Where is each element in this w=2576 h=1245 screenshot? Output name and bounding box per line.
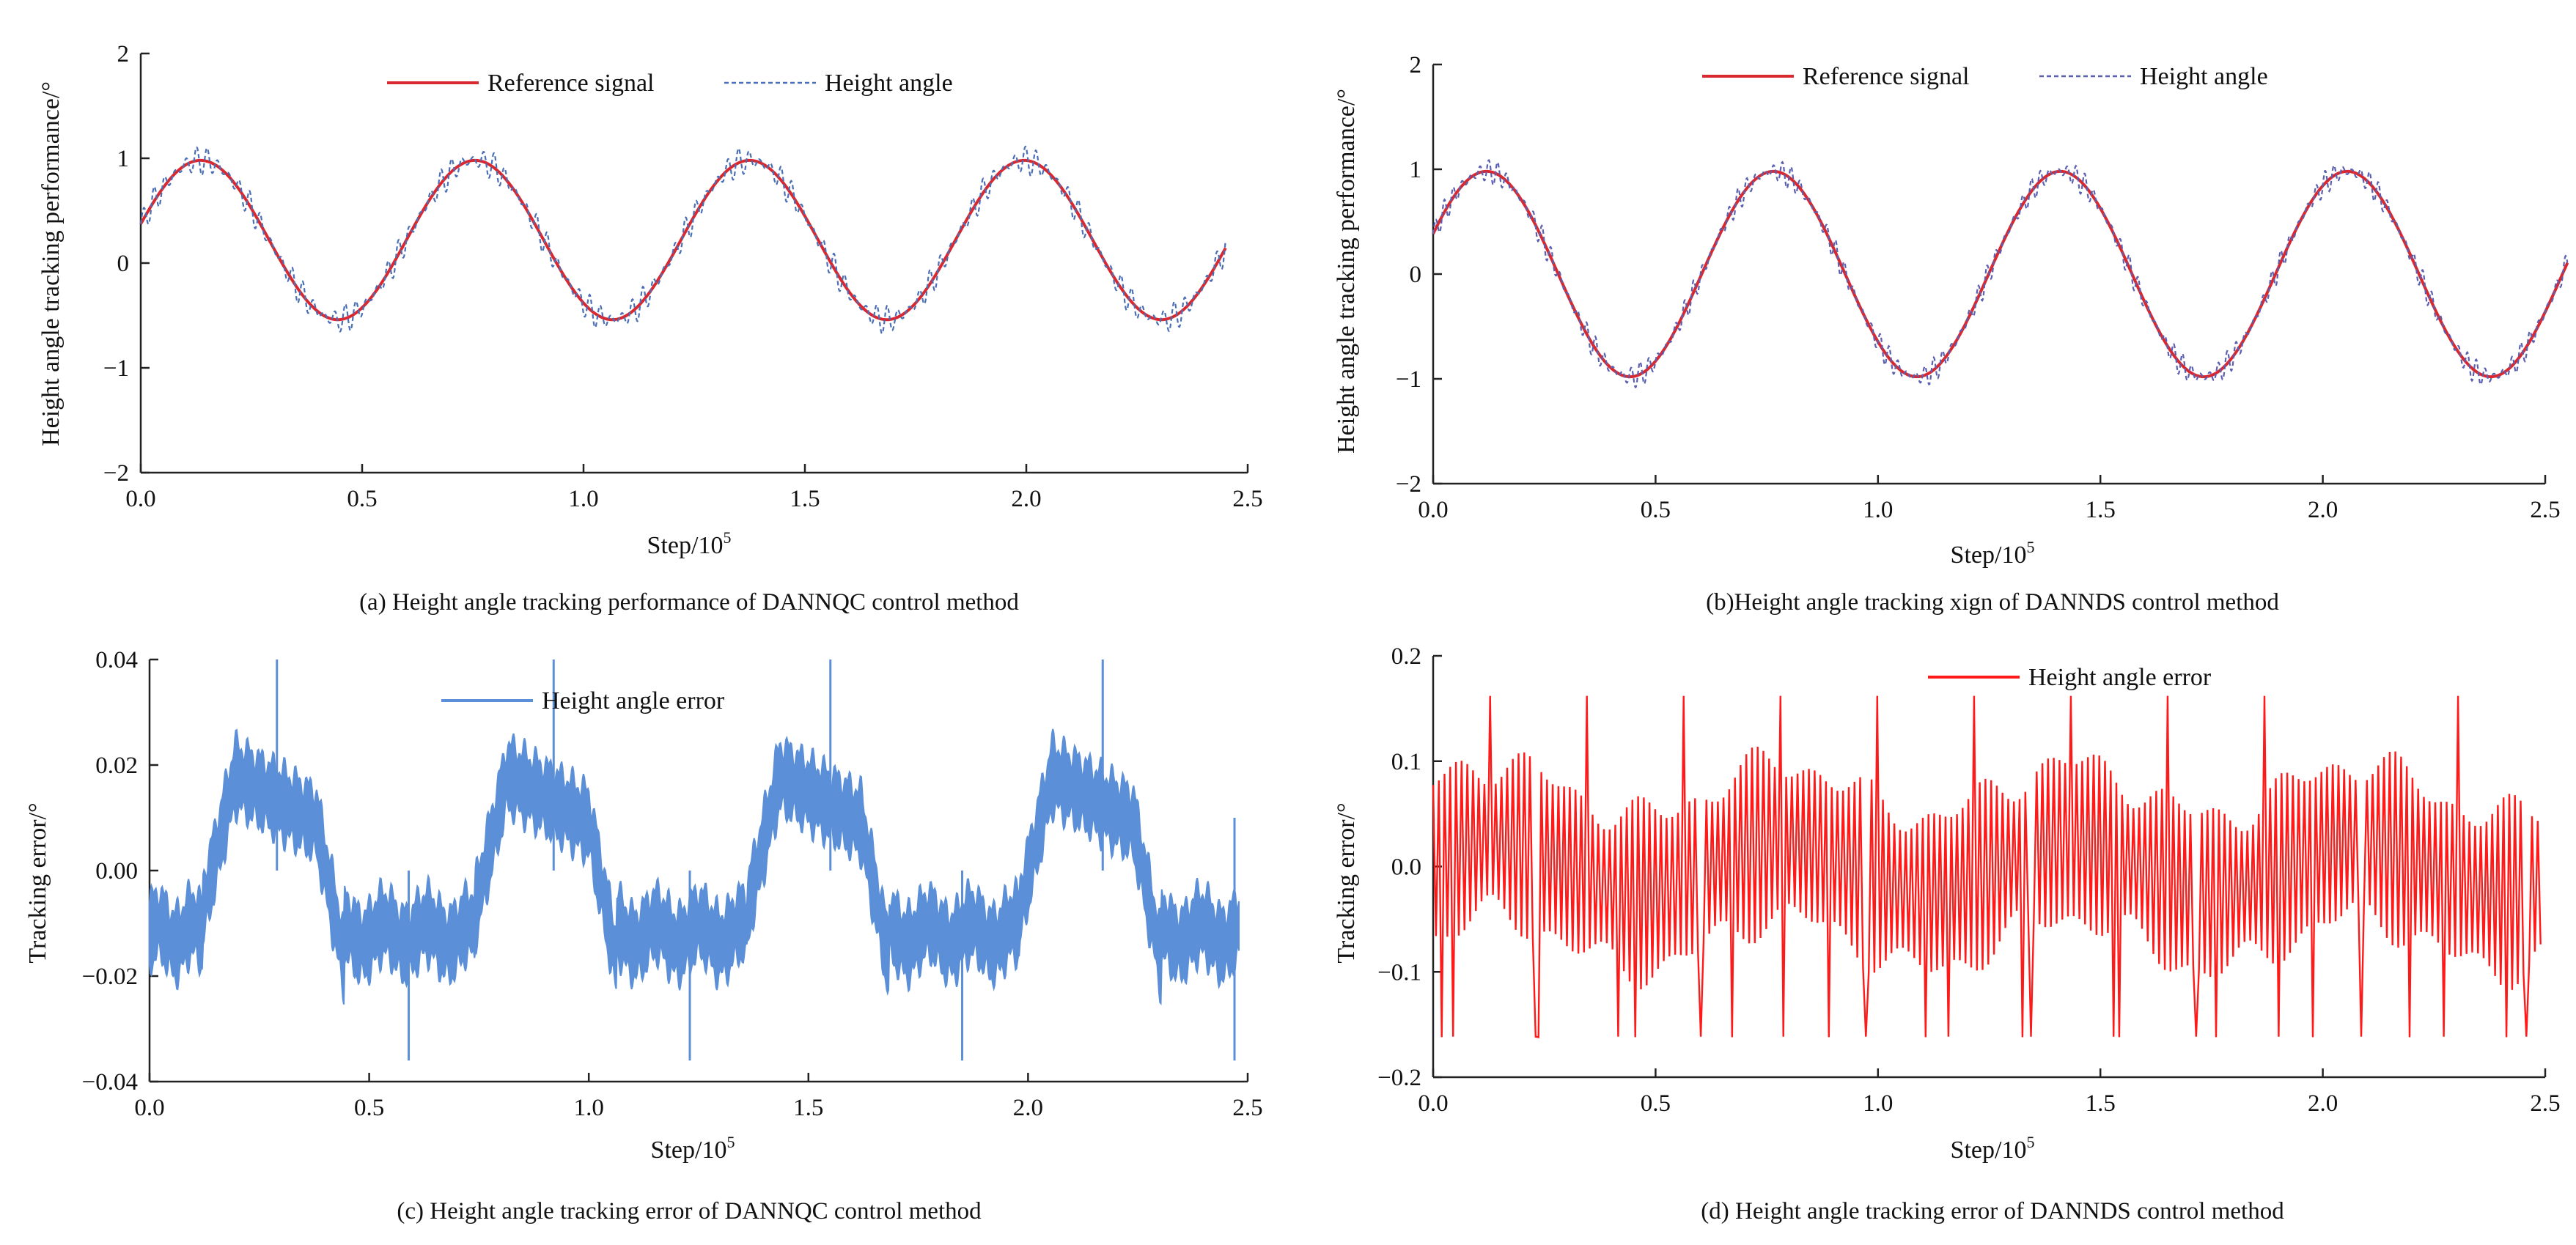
panel-d-ytick-label: 0.2 — [1391, 643, 1421, 670]
panel-d-ytick-label: −0.2 — [1377, 1065, 1421, 1091]
panel-d-ylabel: Tracking error/° — [1333, 802, 1360, 963]
panel-d-xtick-label: 0.0 — [1418, 1090, 1448, 1117]
panel-b-series-reference-signal — [1432, 169, 2569, 379]
panel-a-xtick-label: 2.0 — [1011, 486, 1041, 512]
panel-c-ytick-label: 0.00 — [95, 858, 138, 884]
panel-c-xlabel-sup: 5 — [726, 1133, 735, 1151]
panel-d-xtick-label: 0.5 — [1641, 1090, 1671, 1117]
panel-b-ytick-label: 1 — [1410, 157, 1422, 183]
chart-panel-c: Tracking error/° 0.040.020.00−0.02−0.040… — [24, 647, 1263, 1224]
panel-d-ytick-label: 0.0 — [1391, 854, 1421, 881]
panel-c-caption: (c) Height angle tracking error of DANNQ… — [397, 1198, 982, 1224]
panel-c-ylabel: Tracking error/° — [24, 802, 51, 963]
panel-c-xlabel: Step/105 — [651, 1133, 735, 1164]
panel-d-xlabel-sup: 5 — [2026, 1133, 2034, 1151]
panel-d-ytick-label: −0.1 — [1377, 959, 1421, 986]
panel-b-ylabel: Height angle tracking performance/° — [1333, 89, 1360, 454]
panel-b-xlabel-text: Step/10 — [1951, 542, 2027, 569]
panel-c-xtick-label: 1.5 — [793, 1095, 823, 1121]
panel-a-ytick-label: −2 — [103, 460, 129, 487]
panel-d-xtick-label: 1.5 — [2086, 1090, 2116, 1117]
panel-c-xtick-label: 0.5 — [354, 1095, 384, 1121]
panel-d-xlabel: Step/105 — [1951, 1133, 2035, 1164]
panel-a-legend-label: Reference signal — [487, 70, 655, 97]
panel-b-caption: (b)Height angle tracking xign of DANNDS … — [1706, 589, 2279, 616]
panel-c-xtick-label: 0.0 — [134, 1095, 164, 1121]
panel-a-series-reference-signal — [139, 158, 1227, 322]
panel-b-legend-label: Reference signal — [1803, 63, 1970, 90]
panel-d-caption: (d) Height angle tracking error of DANND… — [1701, 1198, 2284, 1224]
panel-a-xtick-label: 0.5 — [347, 486, 377, 512]
panel-c-series-height-angle-error — [149, 728, 1240, 1005]
chart-panel-a: Height angle tracking performance/° 2 1 0 −… — [37, 41, 1263, 616]
panel-a-ytick-label: −1 — [103, 355, 129, 382]
panel-c-xlabel-text: Step/10 — [651, 1137, 727, 1164]
panel-a-ytick-label: 0 — [117, 251, 130, 277]
panel-b-xtick-label: 1.0 — [1863, 497, 1893, 523]
panel-a-xlabel: Step/105 — [647, 528, 732, 559]
panel-c-ytick-label: −0.04 — [82, 1069, 138, 1096]
panel-a-xtick-label: 0.0 — [125, 486, 155, 512]
panel-a-xtick-label: 1.5 — [790, 486, 820, 512]
panel-c-legend-label: Height angle error — [542, 687, 725, 714]
panel-d-series-height-angle-error — [1432, 695, 2542, 1038]
panel-d-ytick-label: 0.1 — [1391, 749, 1421, 775]
panel-d-xlabel-text: Step/10 — [1951, 1137, 2027, 1164]
panel-c-xtick-label: 2.0 — [1013, 1095, 1043, 1121]
panel-a-xlabel-sup: 5 — [723, 528, 731, 547]
panel-c-ytick-label: 0.02 — [95, 753, 138, 779]
panel-a-legend-label: Height angle — [825, 70, 953, 97]
panel-b-xtick-label: 0.5 — [1641, 497, 1671, 523]
panel-a-caption: (a) Height angle tracking performance of… — [359, 589, 1019, 616]
panel-c-ytick-label: 0.04 — [95, 647, 138, 673]
panel-b-plot: 2 1 0 −1 −20.0 0.5 1.0 1.5 2.0 2.5 Reference signa… — [1396, 52, 2569, 523]
panel-b-xtick-label: 1.5 — [2086, 497, 2116, 523]
panel-d-plot: 0.20.10.0−0.1−0.20.0 0.5 1.0 1.5 2.0 2.5Heigh… — [1377, 643, 2561, 1117]
panel-a-xtick-label: 1.0 — [568, 486, 598, 512]
panel-d-xtick-label: 1.0 — [1863, 1090, 1893, 1117]
panel-a-ylabel: Height angle tracking performance/° — [37, 81, 65, 446]
panel-b-ytick-label: −1 — [1396, 366, 1421, 393]
panel-b-ytick-label: 0 — [1410, 262, 1422, 288]
panel-d-xtick-label: 2.0 — [2308, 1090, 2338, 1117]
panel-a-series-height-angle — [139, 145, 1226, 336]
panel-b-xlabel: Step/105 — [1951, 538, 2035, 569]
panel-d-xtick-label: 2.5 — [2530, 1090, 2560, 1117]
panel-b-xtick-label: 0.0 — [1418, 497, 1448, 523]
panel-c-plot: 0.04 0.02 0.00 −0.02 −0.040.0 0.5 1.0 1.5 2.0 2.5… — [82, 647, 1263, 1121]
panel-a-xlabel-text: Step/10 — [647, 532, 724, 559]
panel-a-ytick-label: 1 — [117, 146, 130, 172]
panel-b-ytick-label: 2 — [1410, 52, 1422, 78]
chart-panel-b: Height angle tracking performance/° 2 1 0 −… — [1333, 52, 2569, 616]
panel-c-xtick-label: 2.5 — [1232, 1095, 1262, 1121]
panel-b-xlabel-sup: 5 — [2026, 538, 2034, 556]
panel-b-ytick-label: −2 — [1396, 471, 1421, 498]
chart-panel-d: Tracking error/° 0.20.10.0−0.1−0.20.0 0.5… — [1333, 643, 2561, 1224]
panel-d-legend-label: Height angle error — [2028, 664, 2212, 691]
panel-c-ytick-label: −0.02 — [82, 964, 138, 990]
panel-c-xtick-label: 1.0 — [574, 1095, 604, 1121]
panel-b-xtick-label: 2.5 — [2530, 497, 2560, 523]
panel-a-ytick-label: 2 — [117, 41, 130, 67]
panel-a-plot: 2 1 0 −1 −20.0 0.5 1.0 1.5 2.0 2.5 Reference signa… — [103, 41, 1263, 512]
panel-b-xtick-label: 2.0 — [2308, 497, 2338, 523]
panel-b-series-height-angle — [1432, 159, 2569, 389]
panel-a-xtick-label: 2.5 — [1232, 486, 1262, 512]
panel-b-legend-label: Height angle — [2140, 63, 2268, 90]
